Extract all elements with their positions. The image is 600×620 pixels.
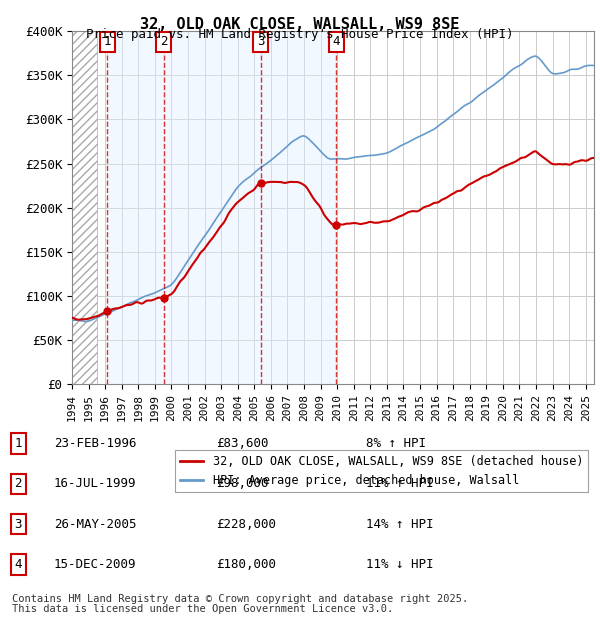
Text: 1: 1 [104,35,111,48]
Text: 8% ↑ HPI: 8% ↑ HPI [366,437,426,450]
Text: £83,600: £83,600 [216,437,269,450]
Text: £180,000: £180,000 [216,558,276,571]
Text: 1: 1 [14,437,22,450]
Bar [107,31,164,384]
Text: Price paid vs. HM Land Registry's House Price Index (HPI): Price paid vs. HM Land Registry's House … [86,28,514,41]
Text: 26-MAY-2005: 26-MAY-2005 [54,518,137,531]
Text: Contains HM Land Registry data © Crown copyright and database right 2025.: Contains HM Land Registry data © Crown c… [12,595,468,604]
Text: 3: 3 [257,35,265,48]
Text: 15-DEC-2009: 15-DEC-2009 [54,558,137,571]
Text: 11% ↑ HPI: 11% ↑ HPI [366,477,434,490]
Text: 16-JUL-1999: 16-JUL-1999 [54,477,137,490]
Text: 2: 2 [14,477,22,490]
Bar [164,31,261,384]
Text: £98,000: £98,000 [216,477,269,490]
Text: 14% ↑ HPI: 14% ↑ HPI [366,518,434,531]
Text: 32, OLD OAK CLOSE, WALSALL, WS9 8SE: 32, OLD OAK CLOSE, WALSALL, WS9 8SE [140,17,460,32]
Text: 2: 2 [160,35,167,48]
Text: 3: 3 [14,518,22,531]
Text: This data is licensed under the Open Government Licence v3.0.: This data is licensed under the Open Gov… [12,604,393,614]
Text: 23-FEB-1996: 23-FEB-1996 [54,437,137,450]
Bar [72,31,97,384]
Bar [261,31,337,384]
Text: £228,000: £228,000 [216,518,276,531]
Text: 11% ↓ HPI: 11% ↓ HPI [366,558,434,571]
Legend: 32, OLD OAK CLOSE, WALSALL, WS9 8SE (detached house), HPI: Average price, detach: 32, OLD OAK CLOSE, WALSALL, WS9 8SE (det… [175,450,588,492]
Text: 4: 4 [14,558,22,571]
Text: 4: 4 [333,35,340,48]
